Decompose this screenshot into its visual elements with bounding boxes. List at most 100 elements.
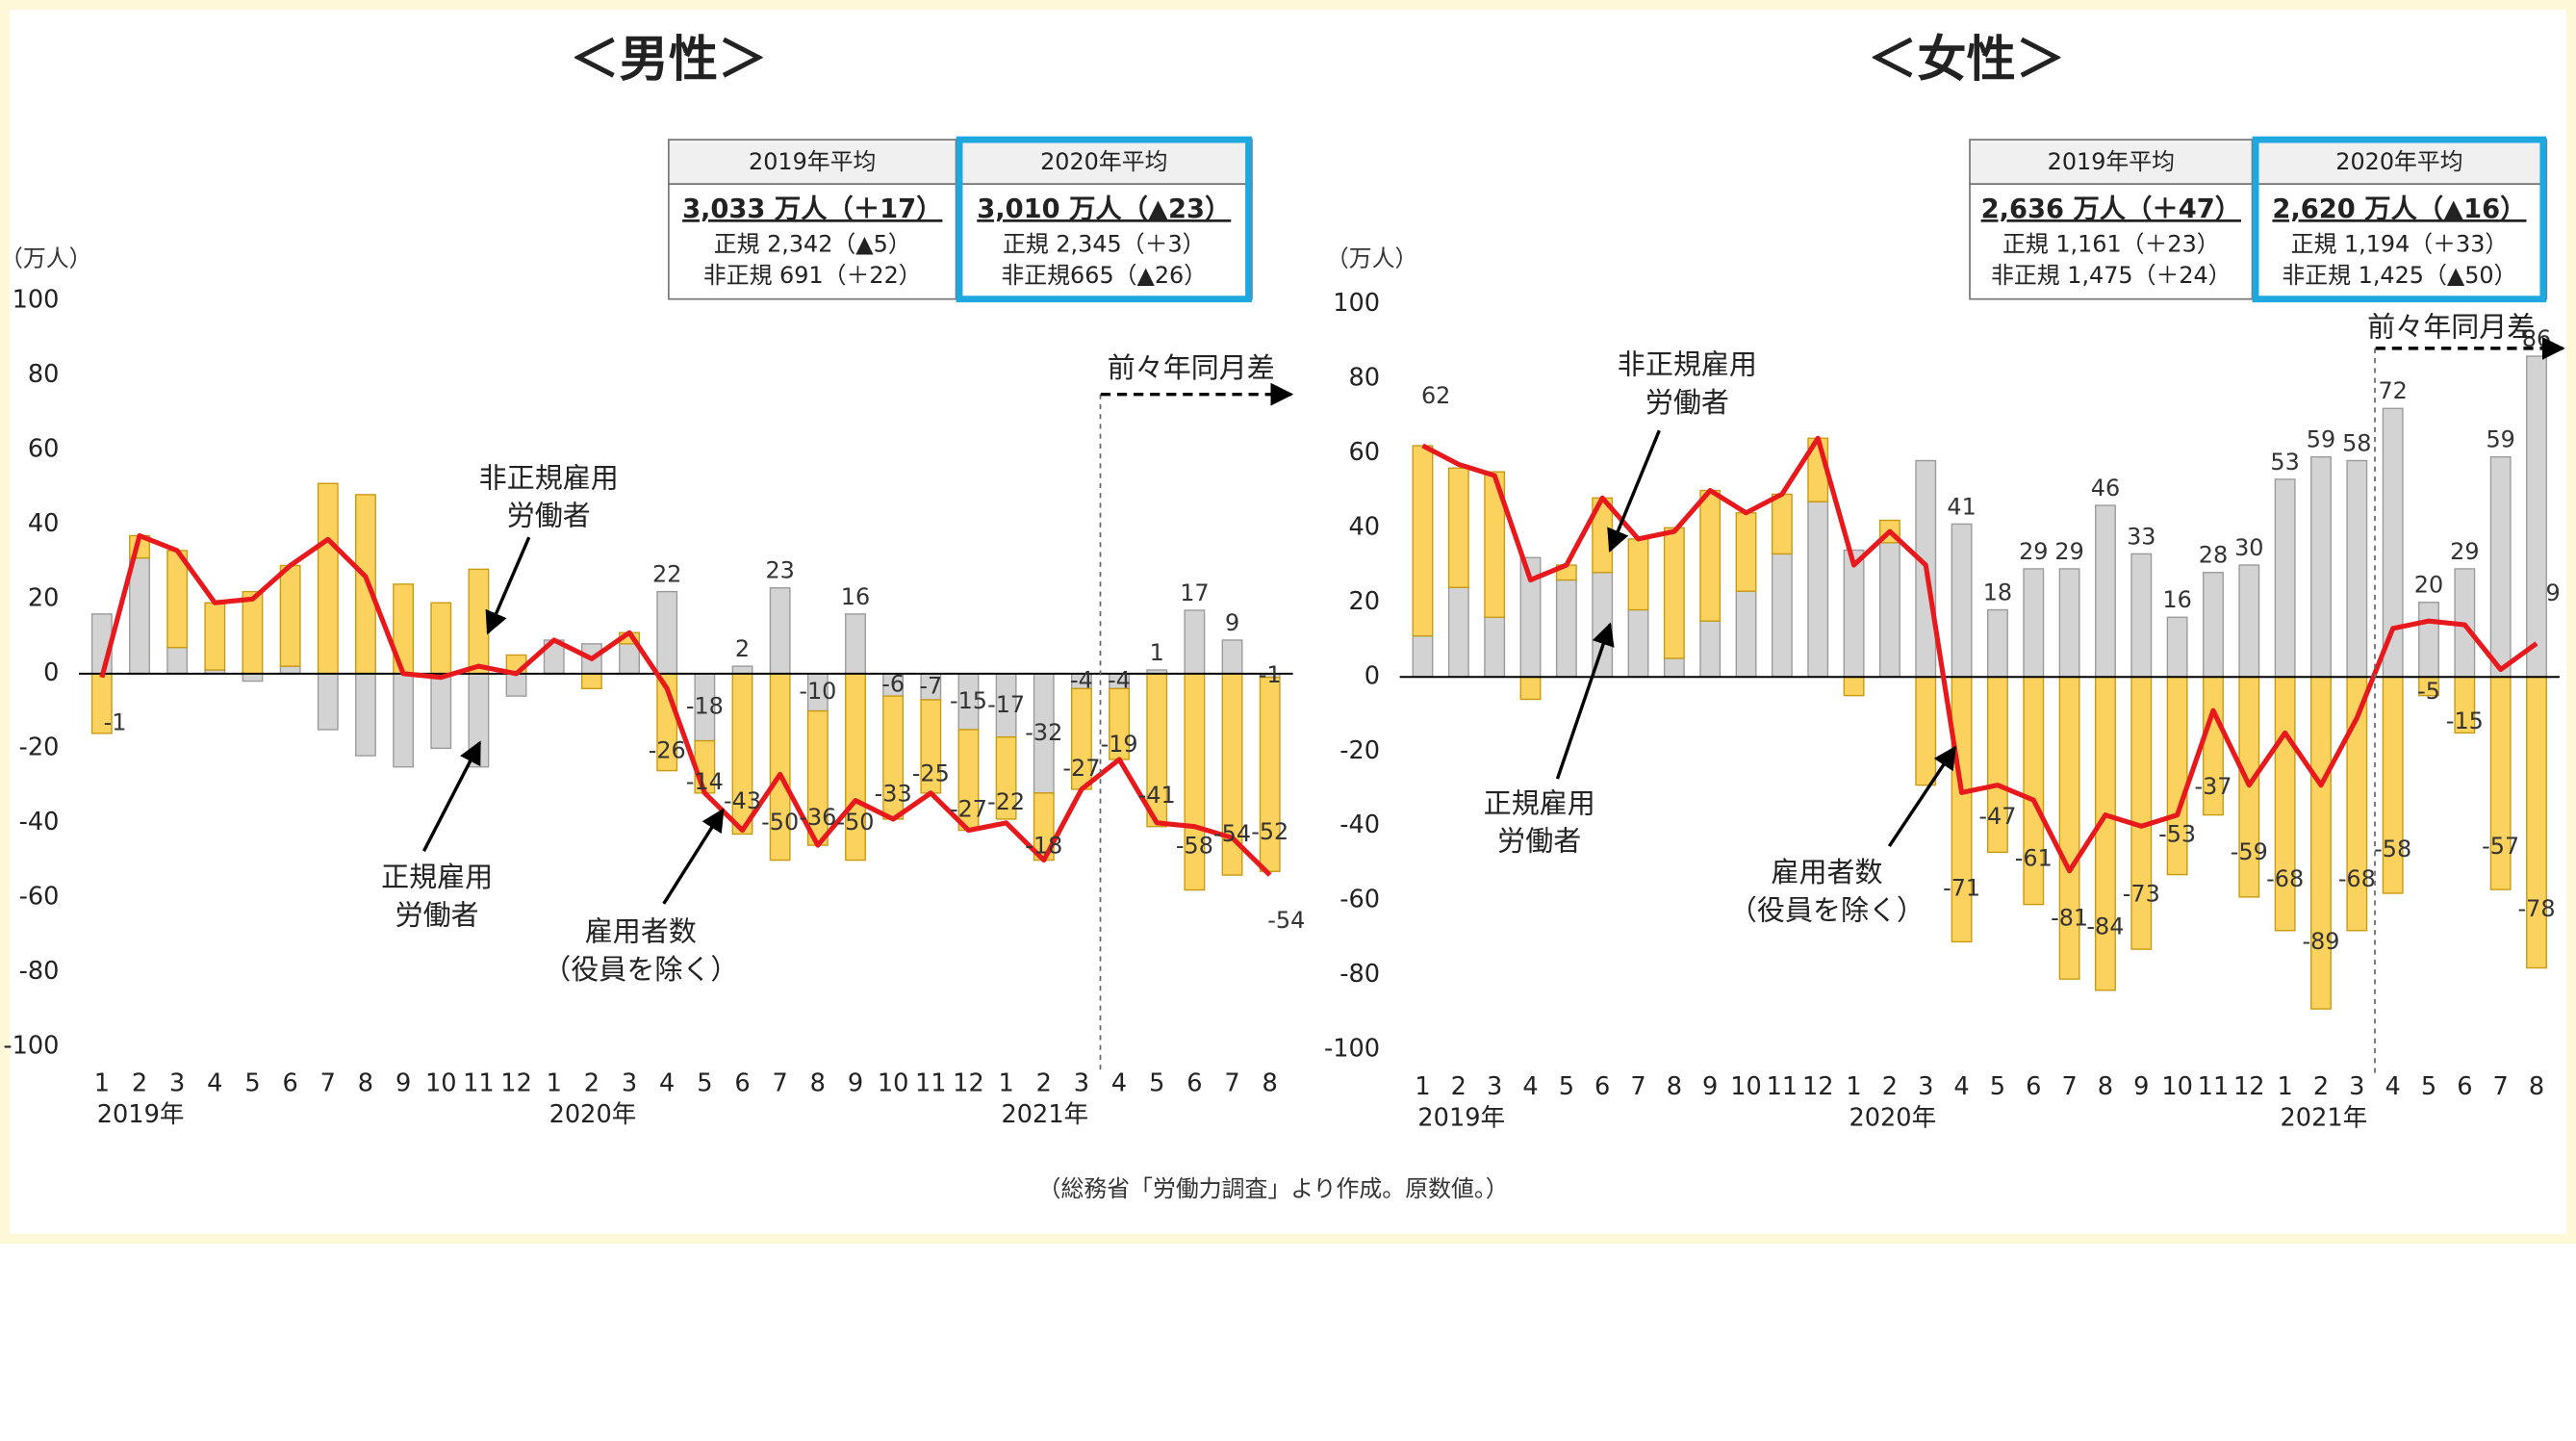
data-label: -68: [2338, 865, 2376, 892]
y-tick-label: 0: [1365, 661, 1380, 690]
data-label: 16: [841, 583, 870, 610]
data-label: -18: [686, 693, 724, 720]
data-label: 17: [1180, 579, 1209, 606]
data-label: -18: [1025, 833, 1062, 860]
data-label: 22: [652, 561, 681, 588]
x-tick-label: 11: [463, 1069, 495, 1098]
bar: [619, 643, 640, 675]
summary-total: 3,033 万人（＋17）: [682, 194, 942, 224]
bar: [656, 590, 678, 675]
annotation-arrow: [1887, 745, 1957, 848]
annotation: （役員を除く）: [1729, 893, 1925, 926]
x-tick-label: 3: [2349, 1072, 2364, 1101]
bar: [2058, 676, 2080, 980]
bar: [317, 673, 339, 731]
bar: [1735, 512, 1757, 592]
annotation: 非正規雇用: [1618, 348, 1757, 381]
year-label: 2021年: [1001, 1100, 1088, 1129]
bar: [1915, 676, 1937, 786]
y-unit: （万人）: [0, 245, 92, 272]
bar: [279, 665, 301, 675]
annotation: 雇用者数: [585, 915, 697, 948]
footer: （総務省「労働力調査」より作成。原数値。）: [1038, 1175, 1509, 1202]
summary-nonregular: 非正規665（▲26）: [1001, 262, 1207, 289]
bar: [1412, 634, 1434, 678]
y-tick-label: 80: [28, 360, 60, 389]
annotation-arrow: [421, 740, 482, 852]
x-tick-label: 8: [2098, 1072, 2113, 1101]
summary-total: 2,620 万人（▲16）: [2272, 194, 2526, 224]
data-label: -17: [987, 691, 1025, 718]
bar: [1735, 590, 1757, 678]
bar: [355, 673, 376, 757]
bar: [1843, 549, 1865, 678]
data-label: 23: [765, 557, 794, 584]
x-tick-label: 7: [773, 1069, 788, 1098]
x-tick-label: 4: [1953, 1072, 1969, 1101]
x-tick-label: 10: [878, 1069, 909, 1098]
bar: [1699, 489, 1722, 622]
data-label: -47: [1978, 803, 2016, 830]
x-tick-label: 10: [1730, 1072, 1762, 1101]
data-label: -27: [950, 796, 987, 823]
annotation: 雇用者数: [1771, 856, 1882, 888]
bar: [2310, 676, 2332, 1010]
data-label: -10: [799, 678, 836, 705]
summary-regular: 正規 2,345（＋3）: [1003, 230, 1206, 257]
annotation: 労働者: [507, 500, 591, 532]
x-tick-label: 2: [584, 1069, 599, 1098]
bar: [2130, 676, 2153, 950]
y-tick-label: 20: [28, 583, 60, 612]
split-note: 前々年同月差: [1108, 351, 1275, 384]
x-tick-label: 10: [425, 1069, 457, 1098]
bar: [242, 590, 264, 675]
x-tick-label: 12: [2233, 1072, 2265, 1101]
x-tick-label: 7: [2493, 1072, 2509, 1101]
bar: [1221, 639, 1243, 675]
x-tick-label: 2: [132, 1069, 147, 1098]
x-tick-label: 6: [282, 1069, 297, 1098]
data-label: -50: [836, 809, 874, 836]
bar: [2274, 478, 2296, 678]
bar: [1771, 493, 1793, 555]
bar: [166, 550, 189, 649]
x-tick-label: 1: [998, 1069, 1013, 1098]
data-label: -25: [912, 759, 950, 786]
bar: [1259, 677, 1281, 872]
bar: [204, 602, 226, 671]
y-tick-label: -60: [19, 882, 60, 911]
data-label: 30: [2234, 534, 2263, 561]
bar: [1771, 553, 1793, 678]
data-label: 28: [2199, 542, 2228, 569]
bar: [1447, 586, 1469, 678]
bar: [1184, 609, 1206, 675]
x-tick-label: 3: [622, 1069, 637, 1098]
annotation: 正規雇用: [1484, 786, 1595, 819]
bar: [317, 482, 339, 675]
x-tick-label: 5: [244, 1069, 260, 1098]
x-tick-label: 6: [2026, 1072, 2041, 1101]
data-label: -7: [919, 672, 942, 699]
data-label: -58: [2374, 836, 2411, 862]
data-label: -19: [1101, 731, 1138, 758]
data-label: -32: [1025, 719, 1062, 746]
data-label: -43: [724, 787, 761, 814]
bar: [2489, 455, 2512, 678]
x-tick-label: 7: [1630, 1072, 1645, 1101]
x-tick-label: 5: [1149, 1069, 1164, 1098]
x-tick-label: 3: [1918, 1072, 1933, 1101]
x-tick-label: 3: [1074, 1069, 1089, 1098]
data-label: -5: [2417, 678, 2440, 705]
x-tick-label: 6: [1186, 1069, 1202, 1098]
y-tick-label: -100: [3, 1031, 59, 1060]
bar: [166, 647, 189, 675]
bar: [468, 568, 490, 675]
x-tick-label: 2: [2313, 1072, 2329, 1101]
data-label: -58: [1176, 833, 1213, 860]
x-tick-label: 11: [2198, 1072, 2230, 1101]
data-label: -6: [881, 670, 905, 697]
summary-header-bg: [668, 139, 957, 186]
y-tick-label: 0: [43, 658, 59, 687]
bar: [1484, 616, 1506, 678]
x-tick-label: 7: [1224, 1069, 1239, 1098]
